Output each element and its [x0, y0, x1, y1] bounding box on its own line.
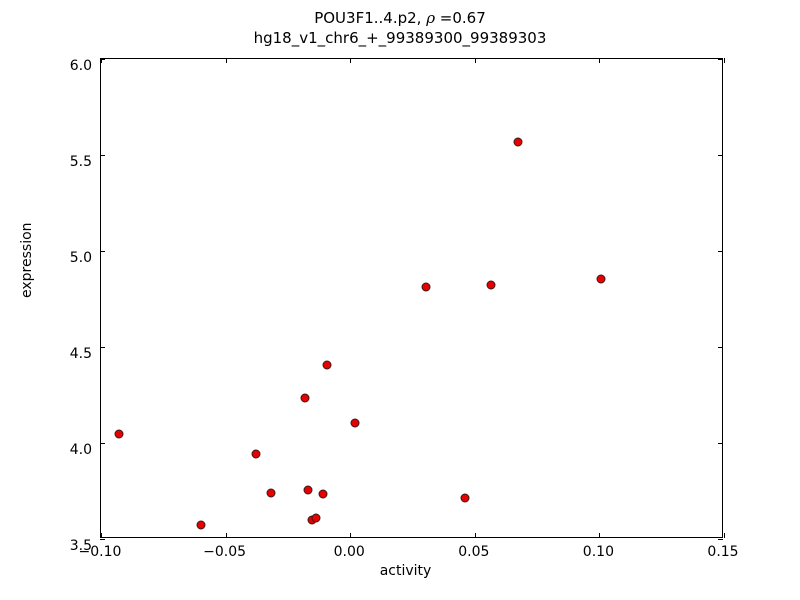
x-axis-tick-label: −0.10 — [78, 544, 122, 560]
x-axis-label-text: activity — [379, 563, 432, 579]
x-axis-tick-top — [101, 58, 102, 63]
x-axis-tick-top — [599, 58, 601, 63]
x-axis-tick-top — [350, 58, 352, 63]
y-axis-tick-right — [718, 347, 723, 348]
plot-axes — [100, 58, 725, 540]
x-axis-tick-top — [724, 58, 725, 63]
scatter-point — [303, 485, 313, 495]
y-axis-tick-right — [718, 443, 723, 444]
scatter-point — [486, 280, 496, 290]
scatter-point — [196, 520, 206, 530]
x-axis-tick-label: 0.00 — [333, 544, 365, 560]
x-axis-tick — [350, 533, 352, 538]
x-axis-tick-top — [474, 58, 476, 63]
y-axis-tick-right — [718, 59, 723, 60]
scatter-point — [322, 360, 332, 370]
y-axis-tick — [100, 59, 105, 60]
scatter-point — [251, 449, 261, 459]
scatter-point — [513, 137, 523, 147]
scatter-point — [350, 418, 360, 428]
scatter-point — [596, 274, 606, 284]
x-axis-tick — [474, 533, 476, 538]
rho-symbol: ρ — [426, 9, 436, 27]
y-axis-tick — [100, 443, 105, 444]
scatter-point — [318, 489, 328, 499]
chart-title-suffix: =0.67 — [435, 9, 486, 27]
scatter-point — [311, 513, 321, 523]
y-axis-tick — [100, 539, 105, 540]
scatter-point — [300, 393, 310, 403]
y-axis-tick — [100, 251, 105, 252]
chart-subtitle: hg18_v1_chr6_+_99389300_99389303 — [253, 29, 547, 47]
y-axis-label: expression — [19, 222, 35, 298]
x-axis-tick-top — [225, 58, 227, 63]
scatter-point — [460, 493, 470, 503]
x-axis-tick — [724, 533, 725, 538]
scatter-point — [114, 429, 124, 439]
y-axis-tick — [100, 347, 105, 348]
y-axis-tick-right — [718, 539, 723, 540]
x-axis-tick-label: −0.05 — [203, 544, 247, 560]
x-axis-tick-label: 0.10 — [582, 544, 614, 560]
x-axis-tick — [225, 533, 227, 538]
chart-title-prefix: POU3F1..4.p2, — [314, 9, 427, 27]
x-axis-label: activity — [0, 563, 800, 579]
y-axis-tick-right — [718, 155, 723, 156]
chart-title-line1: POU3F1..4.p2, ρ =0.67 — [0, 8, 800, 28]
y-axis-tick — [100, 155, 105, 156]
scatter-point — [266, 488, 276, 498]
scatter-point — [421, 282, 431, 292]
x-axis-tick — [599, 533, 601, 538]
x-axis-tick-label: 0.15 — [707, 544, 739, 560]
x-axis-tick-label: 0.05 — [458, 544, 490, 560]
x-axis-tick — [101, 533, 102, 538]
chart-title: POU3F1..4.p2, ρ =0.67 hg18_v1_chr6_+_993… — [0, 8, 800, 48]
y-axis-tick-right — [718, 251, 723, 252]
